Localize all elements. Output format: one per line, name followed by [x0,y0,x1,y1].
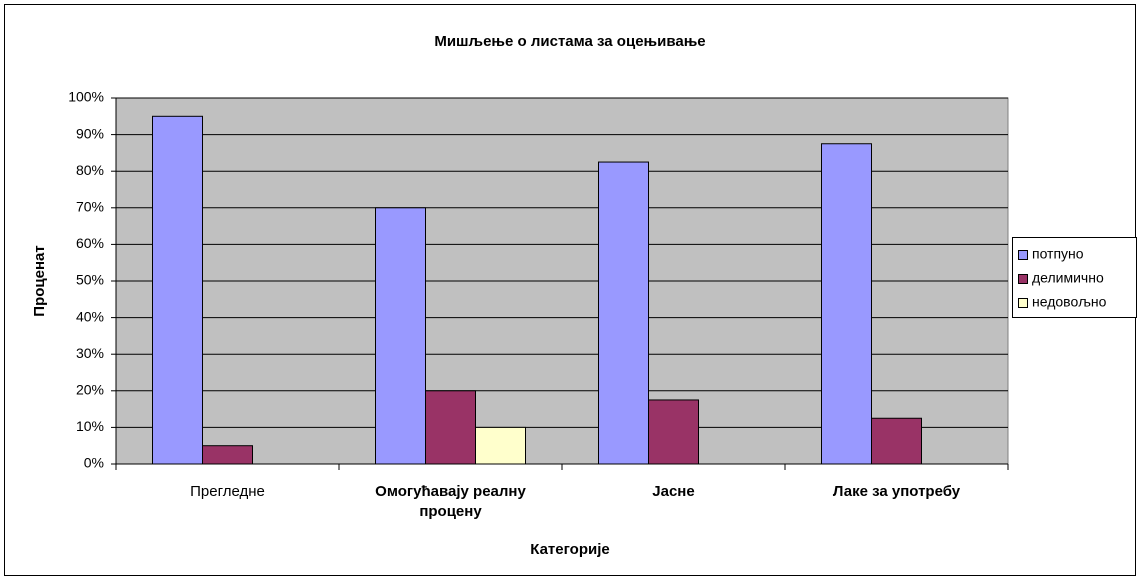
x-tick-label: Прегледне [190,483,265,500]
y-tick-label: 100% [68,89,104,105]
x-axis-title: Категорије [530,541,609,558]
bar [375,207,426,465]
bar [598,161,649,465]
y-axis-title: Проценат [31,245,48,316]
y-tick-label: 90% [76,125,104,141]
bar [152,115,203,465]
y-tick-label: 0% [84,455,104,471]
x-tick-label: Лаке за употребу [832,483,961,500]
y-tick-label: 30% [76,345,104,361]
y-tick-label: 50% [76,272,104,288]
y-tick-label: 20% [76,382,104,398]
bar [648,399,699,465]
legend-label: потпуно [1032,246,1084,262]
legend-label: делимично [1032,270,1104,286]
x-tick-label: Јасне [652,483,695,500]
y-tick-label: 60% [76,235,104,251]
bar [425,390,476,465]
legend-swatch [1018,298,1028,308]
bar [202,445,253,465]
y-tick-label: 40% [76,308,104,324]
legend-box [1012,237,1137,318]
y-tick-label: 10% [76,418,104,434]
y-tick-label: 70% [76,199,104,215]
y-tick-label: 80% [76,162,104,178]
chart-title: Мишљење о листама за оцењивање [434,33,705,50]
x-tick-label: Омогућавају реалну процену [375,483,526,520]
legend-swatch [1018,250,1028,260]
bar [871,417,922,465]
bar [475,426,526,465]
legend-label: недовољно [1032,294,1107,310]
bar [821,143,872,465]
legend-swatch [1018,274,1028,284]
